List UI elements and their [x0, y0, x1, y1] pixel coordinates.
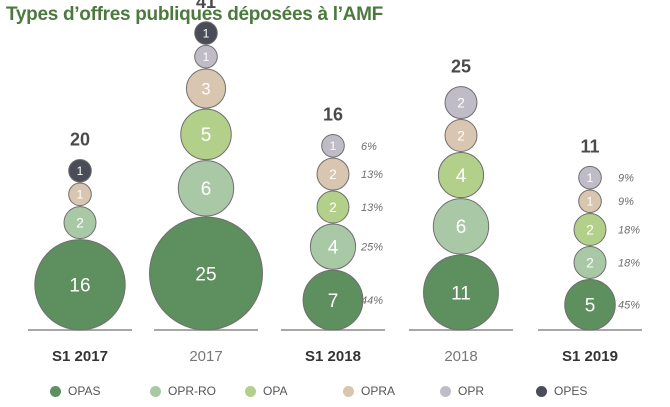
bubble-value-label: 2 [76, 216, 84, 231]
legend: OPAS OPR-RO OPA OPRA OPR OPES [0, 384, 670, 402]
bubble-value-label: 5 [201, 125, 212, 146]
bubble-value-label: 1 [587, 195, 594, 209]
total-label: 16 [323, 104, 343, 124]
total-label: 25 [451, 57, 471, 77]
bubble-value-label: 4 [328, 237, 339, 258]
percent-label: 44% [361, 295, 383, 307]
group-label: S1 2019 [562, 348, 618, 365]
legend-label: OPR-RO [168, 384, 216, 398]
bubble-opr-ro [432, 198, 490, 255]
bubble-value-label: 2 [586, 255, 594, 270]
bubble-value-label: 1 [330, 139, 337, 153]
bubble-value-label: 6 [201, 179, 212, 200]
bubble-value-label: 2 [457, 128, 465, 143]
bubble-opr [194, 44, 218, 69]
bubble-opra [185, 68, 227, 109]
legend-label: OPAS [68, 384, 101, 398]
bubble-opra [578, 189, 602, 214]
percent-label: 25% [360, 242, 383, 254]
bubble-opas [302, 269, 364, 331]
legend-label: OPRA [361, 384, 396, 398]
total-label: 41 [196, 0, 216, 12]
bubble-opas [564, 278, 616, 331]
bubble-opa [437, 151, 485, 199]
total-label: 11 [580, 136, 599, 156]
percent-label: 45% [618, 300, 640, 312]
bubble-opas [34, 239, 126, 331]
legend-swatch [150, 385, 161, 397]
legend-item-opr-ro: OPR-RO [150, 384, 216, 398]
percent-label: 18% [618, 225, 640, 237]
bubble-value-label: 6 [456, 217, 467, 238]
legend-label: OPES [554, 384, 588, 398]
percent-label: 9% [618, 196, 634, 208]
legend-swatch [245, 385, 256, 397]
bubble-opa [180, 108, 232, 161]
bubble-opra [316, 157, 350, 191]
percent-label: 18% [618, 257, 640, 269]
group-label: 2017 [189, 348, 222, 365]
bubble-opr-ro [63, 206, 97, 240]
legend-item-opr: OPR [440, 384, 484, 398]
legend-item-opes: OPES [536, 384, 587, 398]
legend-swatch [536, 385, 547, 397]
bubble-opr-ro [177, 160, 235, 217]
bubble-opa [573, 213, 607, 247]
bubble-opr [321, 133, 345, 158]
legend-item-opa: OPA [245, 384, 287, 398]
group-label: S1 2017 [52, 348, 108, 365]
chart-title: Types d’offres publiques déposées à l’AM… [6, 4, 383, 25]
legend-swatch [343, 385, 354, 397]
bubble-opa [316, 190, 350, 224]
bubble-value-label: 1 [77, 188, 84, 202]
bubble-value-label: 1 [587, 171, 594, 185]
bubble-opr-ro [309, 223, 357, 270]
legend-item-opra: OPRA [343, 384, 395, 398]
bubble-value-label: 1 [203, 50, 210, 64]
bubble-opr [444, 86, 478, 120]
bubble-opes [68, 158, 92, 183]
percent-label: 13% [361, 169, 383, 181]
total-label: 20 [70, 129, 90, 149]
bubble-opra [68, 182, 92, 207]
bubble-value-label: 2 [329, 200, 337, 215]
legend-label: OPR [458, 384, 485, 398]
bubble-opes [194, 21, 218, 45]
bubble-opr-ro [573, 246, 607, 279]
legend-label: OPA [263, 384, 288, 398]
bubble-value-label: 5 [585, 296, 596, 317]
percent-label: 6% [361, 141, 377, 153]
group-label: 2018 [444, 348, 477, 365]
bubble-value-label: 25 [195, 264, 216, 285]
percent-label: 13% [361, 202, 383, 214]
bubble-opas [423, 254, 499, 331]
bubble-value-label: 7 [328, 291, 339, 312]
legend-swatch [440, 385, 451, 397]
bubble-value-label: 2 [586, 222, 594, 237]
bubble-value-label: 2 [457, 95, 465, 110]
bubble-value-label: 11 [451, 283, 471, 304]
bubble-opas [149, 216, 263, 331]
bubble-opr [578, 165, 602, 190]
group-label: S1 2018 [305, 348, 361, 365]
bubble-value-label: 1 [203, 26, 210, 40]
bubble-value-label: 4 [456, 166, 467, 187]
legend-item-opas: OPAS [50, 384, 100, 398]
bubble-value-label: 1 [77, 164, 84, 178]
bubble-opra [444, 119, 478, 152]
legend-swatch [50, 385, 61, 397]
percent-label: 9% [618, 173, 634, 185]
bubble-value-label: 16 [69, 276, 90, 297]
bubble-value-label: 2 [329, 167, 337, 182]
bubble-value-label: 3 [201, 80, 210, 99]
